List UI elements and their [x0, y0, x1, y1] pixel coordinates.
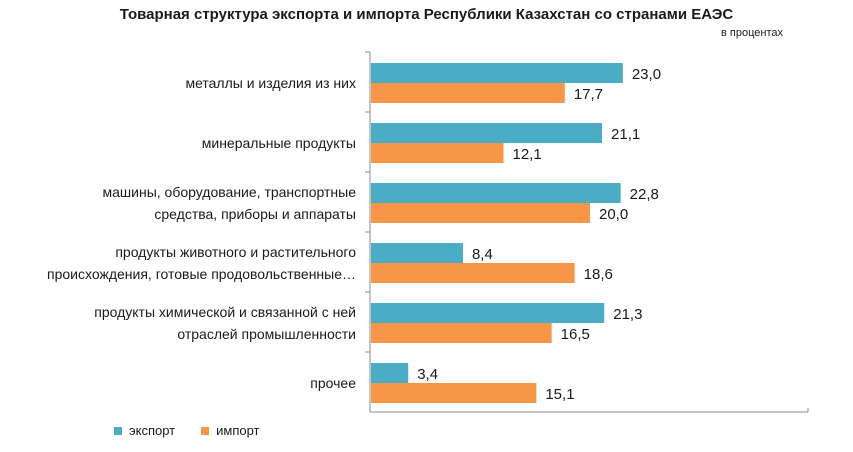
legend: экспорт импорт [114, 423, 260, 438]
legend-label-export: экспорт [129, 423, 176, 438]
category-label: продукты животного и растительного [115, 244, 356, 260]
category-label: отраслей промышленности [177, 326, 356, 342]
bar-import [371, 83, 565, 103]
category-label: машины, оборудование, транспортные [103, 184, 357, 200]
bar-export [371, 183, 621, 203]
value-label-import: 20,0 [599, 206, 628, 223]
bar-export [371, 63, 623, 83]
legend-item-export: экспорт [114, 423, 175, 438]
bar-export [371, 363, 409, 383]
legend-swatch-import [201, 426, 210, 435]
category-label: происхождения, готовые продовольственные… [47, 266, 356, 282]
value-label-import: 12,1 [512, 146, 541, 163]
bar-import [371, 323, 552, 343]
chart-title: Товарная структура экспорта и импорта Ре… [119, 6, 734, 23]
chart-subtitle: в процентах [721, 27, 783, 39]
bar-import [371, 203, 590, 223]
bar-import [371, 263, 575, 283]
bar-export [371, 243, 463, 263]
value-label-import: 16,5 [561, 326, 590, 343]
value-label-export: 8,4 [472, 246, 493, 263]
legend-item-import: импорт [201, 423, 260, 438]
value-label-export: 3,4 [417, 366, 438, 383]
category-label: минеральные продукты [202, 135, 356, 151]
category-label: средства, приборы и аппараты [154, 206, 356, 222]
value-label-export: 22,8 [630, 186, 659, 203]
value-label-import: 15,1 [545, 386, 574, 403]
category-label: прочее [310, 375, 356, 391]
bar-import [371, 143, 504, 163]
bar-export [371, 123, 603, 143]
value-label-import: 17,7 [574, 86, 603, 103]
value-label-export: 21,3 [613, 306, 642, 323]
legend-label-import: импорт [216, 423, 260, 438]
category-label: продукты химической и связанной с ней [94, 304, 356, 320]
bar-import [371, 383, 537, 403]
bar-export [371, 303, 605, 323]
value-label-export: 21,1 [611, 126, 640, 143]
value-label-export: 23,0 [632, 66, 661, 83]
category-label: металлы и изделия из них [185, 75, 356, 91]
legend-swatch-export [114, 426, 122, 435]
value-label-import: 18,6 [584, 266, 613, 283]
